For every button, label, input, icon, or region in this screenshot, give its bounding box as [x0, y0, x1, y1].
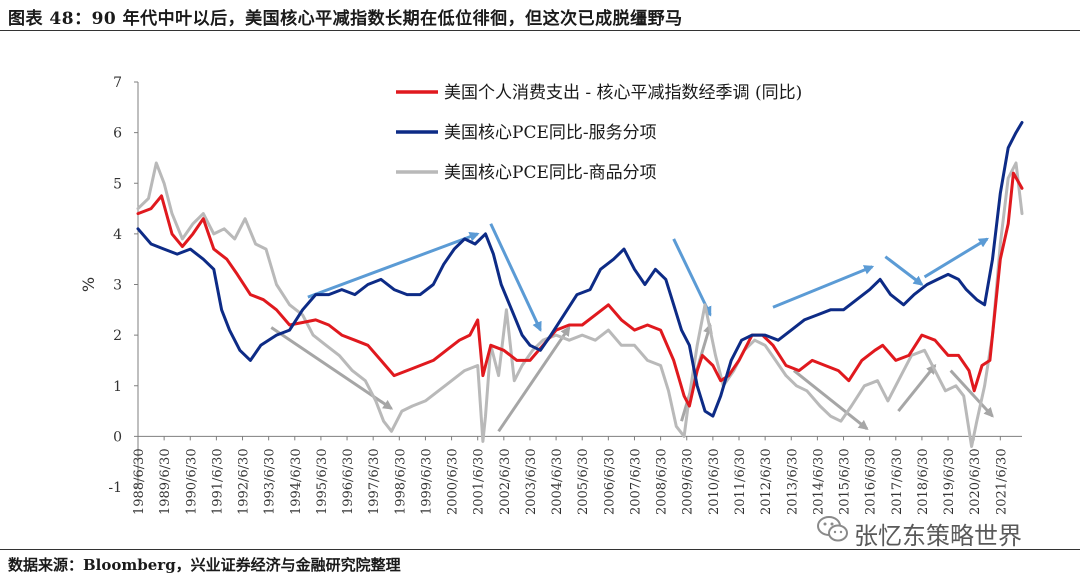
x-tick-label: 2019/6/30 [942, 448, 957, 515]
y-tick-label: 6 [113, 126, 122, 142]
x-tick-label: 2021/6/30 [994, 448, 1009, 515]
y-tick-label: 0 [113, 429, 122, 445]
x-tick-label: 1993/6/30 [263, 448, 278, 515]
x-tick-label: 2002/6/30 [498, 448, 513, 515]
legend-item-goods-label: 美国核心PCE同比-商品分项 [444, 163, 657, 183]
trend-arrow-blue [489, 223, 542, 332]
y-tick-label: -1 [108, 480, 122, 496]
chart-legend: 美国个人消费支出 - 核心平减指数经季调 (同比) 美国核心PCE同比-服务分项美… [396, 83, 802, 183]
x-tick-label: 2015/6/30 [838, 448, 853, 515]
trend-arrow-gray [497, 325, 571, 433]
x-tick-label: 1995/6/30 [315, 448, 330, 515]
watermark: 张忆东策略世界 [816, 512, 1076, 550]
trend-arrow-blue [672, 238, 712, 317]
x-tick-label: 2010/6/30 [707, 448, 722, 515]
x-tick-label: 2005/6/30 [576, 448, 591, 515]
x-tick-label: 2018/6/30 [916, 448, 931, 515]
wechat-icon [817, 516, 848, 542]
x-tick-label: 2012/6/30 [759, 448, 774, 515]
y-tick-label: 3 [113, 278, 122, 294]
y-axis-label: % [79, 277, 98, 292]
x-tick-label: 2020/6/30 [968, 448, 983, 515]
chart-axes: -1 0 1 2 3 4 5 6 7% 1988/6/30 1989/6/30 1990/6/30 19… [79, 75, 1022, 515]
x-tick-label: 1994/6/30 [289, 448, 304, 515]
source-note: 数据来源：Bloomberg，兴业证券经济与金融研究院整理 [8, 556, 401, 574]
watermark-text: 张忆东策略世界 [854, 522, 1022, 550]
x-tick-label: 2011/6/30 [733, 448, 748, 515]
x-tick-label: 1988/6/30 [132, 448, 147, 515]
y-tick-label: 2 [113, 328, 122, 344]
legend-item-services-label: 美国核心PCE同比-服务分项 [444, 123, 657, 143]
trend-arrow-gray [949, 369, 994, 418]
series-line-services [136, 121, 1024, 418]
trend-arrow-blue [923, 237, 989, 279]
series-line-core-pce-deflator [136, 171, 1024, 408]
x-tick-label: 2001/6/30 [472, 448, 487, 515]
x-tick-label: 1990/6/30 [184, 448, 199, 515]
trend-arrow-blue [772, 265, 875, 309]
y-tick-label: 5 [113, 176, 122, 192]
x-tick-label: 2007/6/30 [628, 448, 643, 515]
series-line-goods [136, 161, 1024, 448]
page-title: 图表 48：90 年代中叶以后，美国核心平减指数长期在低位徘徊，但这次已成脱缰野… [8, 9, 683, 29]
y-tick-label: 7 [113, 75, 122, 91]
trend-arrows [270, 223, 994, 433]
footer-divider [0, 549, 1080, 550]
legend-item-core-pce-deflator-label: 美国个人消费支出 - 核心平减指数经季调 (同比) [444, 83, 802, 103]
y-tick-label: 1 [113, 379, 122, 395]
x-tick-label: 1992/6/30 [237, 448, 252, 515]
x-tick-label: 2013/6/30 [785, 448, 800, 515]
x-tick-label: 2008/6/30 [655, 448, 670, 515]
title-divider [0, 30, 1080, 31]
x-tick-label: 1996/6/30 [341, 448, 356, 515]
chart-series [136, 121, 1024, 448]
x-tick-label: 2000/6/30 [446, 448, 461, 515]
x-tick-label: 2006/6/30 [602, 448, 617, 515]
trend-arrow-blue [884, 255, 924, 286]
x-tick-label: 1997/6/30 [367, 448, 382, 515]
x-tick-label: 2003/6/30 [524, 448, 539, 515]
trend-arrow-blue [307, 231, 480, 299]
x-tick-label: 2016/6/30 [864, 448, 879, 515]
x-tick-label: 2017/6/30 [890, 448, 905, 515]
y-tick-label: 4 [113, 227, 122, 243]
trend-arrow-gray [897, 363, 937, 413]
x-tick-label: 1999/6/30 [419, 448, 434, 515]
x-tick-label: 1989/6/30 [158, 448, 173, 515]
x-tick-label: 1991/6/30 [210, 448, 225, 515]
x-tick-label: 2009/6/30 [681, 448, 696, 515]
trend-arrow-gray [792, 369, 869, 431]
x-tick-label: 2014/6/30 [811, 448, 826, 515]
x-tick-label: 2004/6/30 [550, 448, 565, 515]
x-tick-label: 1998/6/30 [393, 448, 408, 515]
